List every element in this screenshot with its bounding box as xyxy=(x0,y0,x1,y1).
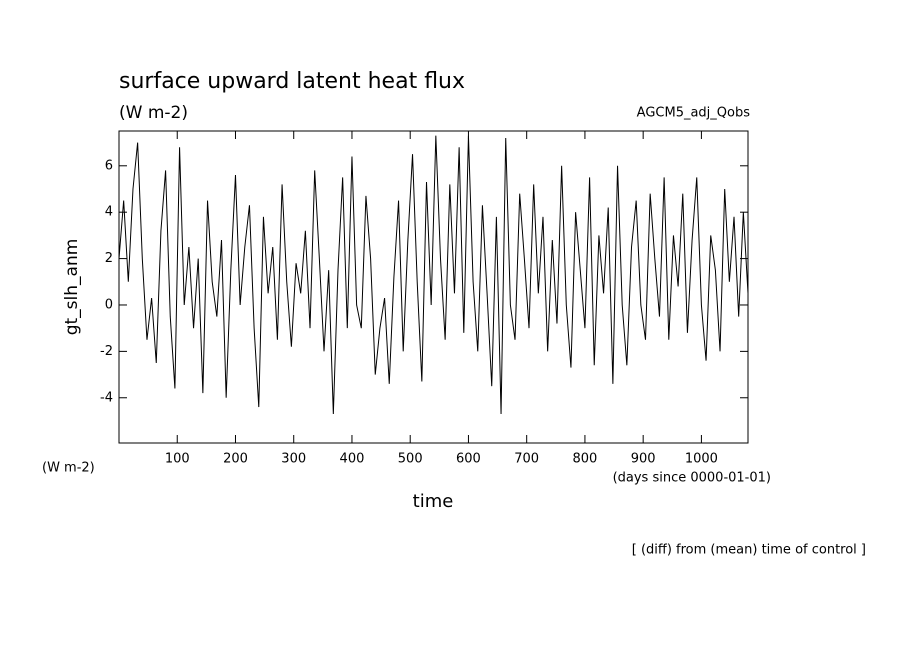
data-line xyxy=(118,135,749,415)
x-tick-label: 800 xyxy=(573,452,598,467)
y-tick-label: -4 xyxy=(100,390,113,405)
y-axis-label: gt_slh_anm xyxy=(62,239,82,336)
x-tick-label: 500 xyxy=(398,452,423,467)
x-tick-label: 200 xyxy=(223,452,248,467)
x-tick-label: 100 xyxy=(165,452,190,467)
x-tick-label: 700 xyxy=(514,452,539,467)
x-units: (days since 0000-01-01) xyxy=(613,471,771,486)
x-tick-label: 300 xyxy=(281,452,306,467)
x-tick-label: 600 xyxy=(456,452,481,467)
y-units: (W m-2) xyxy=(42,461,95,476)
chart-subtitle: (W m-2) xyxy=(119,103,188,123)
y-tick-label: 4 xyxy=(105,205,113,220)
x-tick-label: 900 xyxy=(631,452,656,467)
x-tick-label: 400 xyxy=(340,452,365,467)
y-tick-label: 0 xyxy=(105,297,113,312)
note: [ (diff) from (mean) time of control ] xyxy=(632,543,866,558)
y-tick-label: 2 xyxy=(105,251,113,266)
x-tick-label: 1000 xyxy=(685,452,718,467)
y-tick-label: 6 xyxy=(105,158,113,173)
annotation: AGCM5_adj_Qobs xyxy=(637,106,751,121)
y-tick-label: -2 xyxy=(100,344,113,359)
x-axis-label: time xyxy=(413,491,454,512)
chart-title: surface upward latent heat flux xyxy=(119,69,465,94)
